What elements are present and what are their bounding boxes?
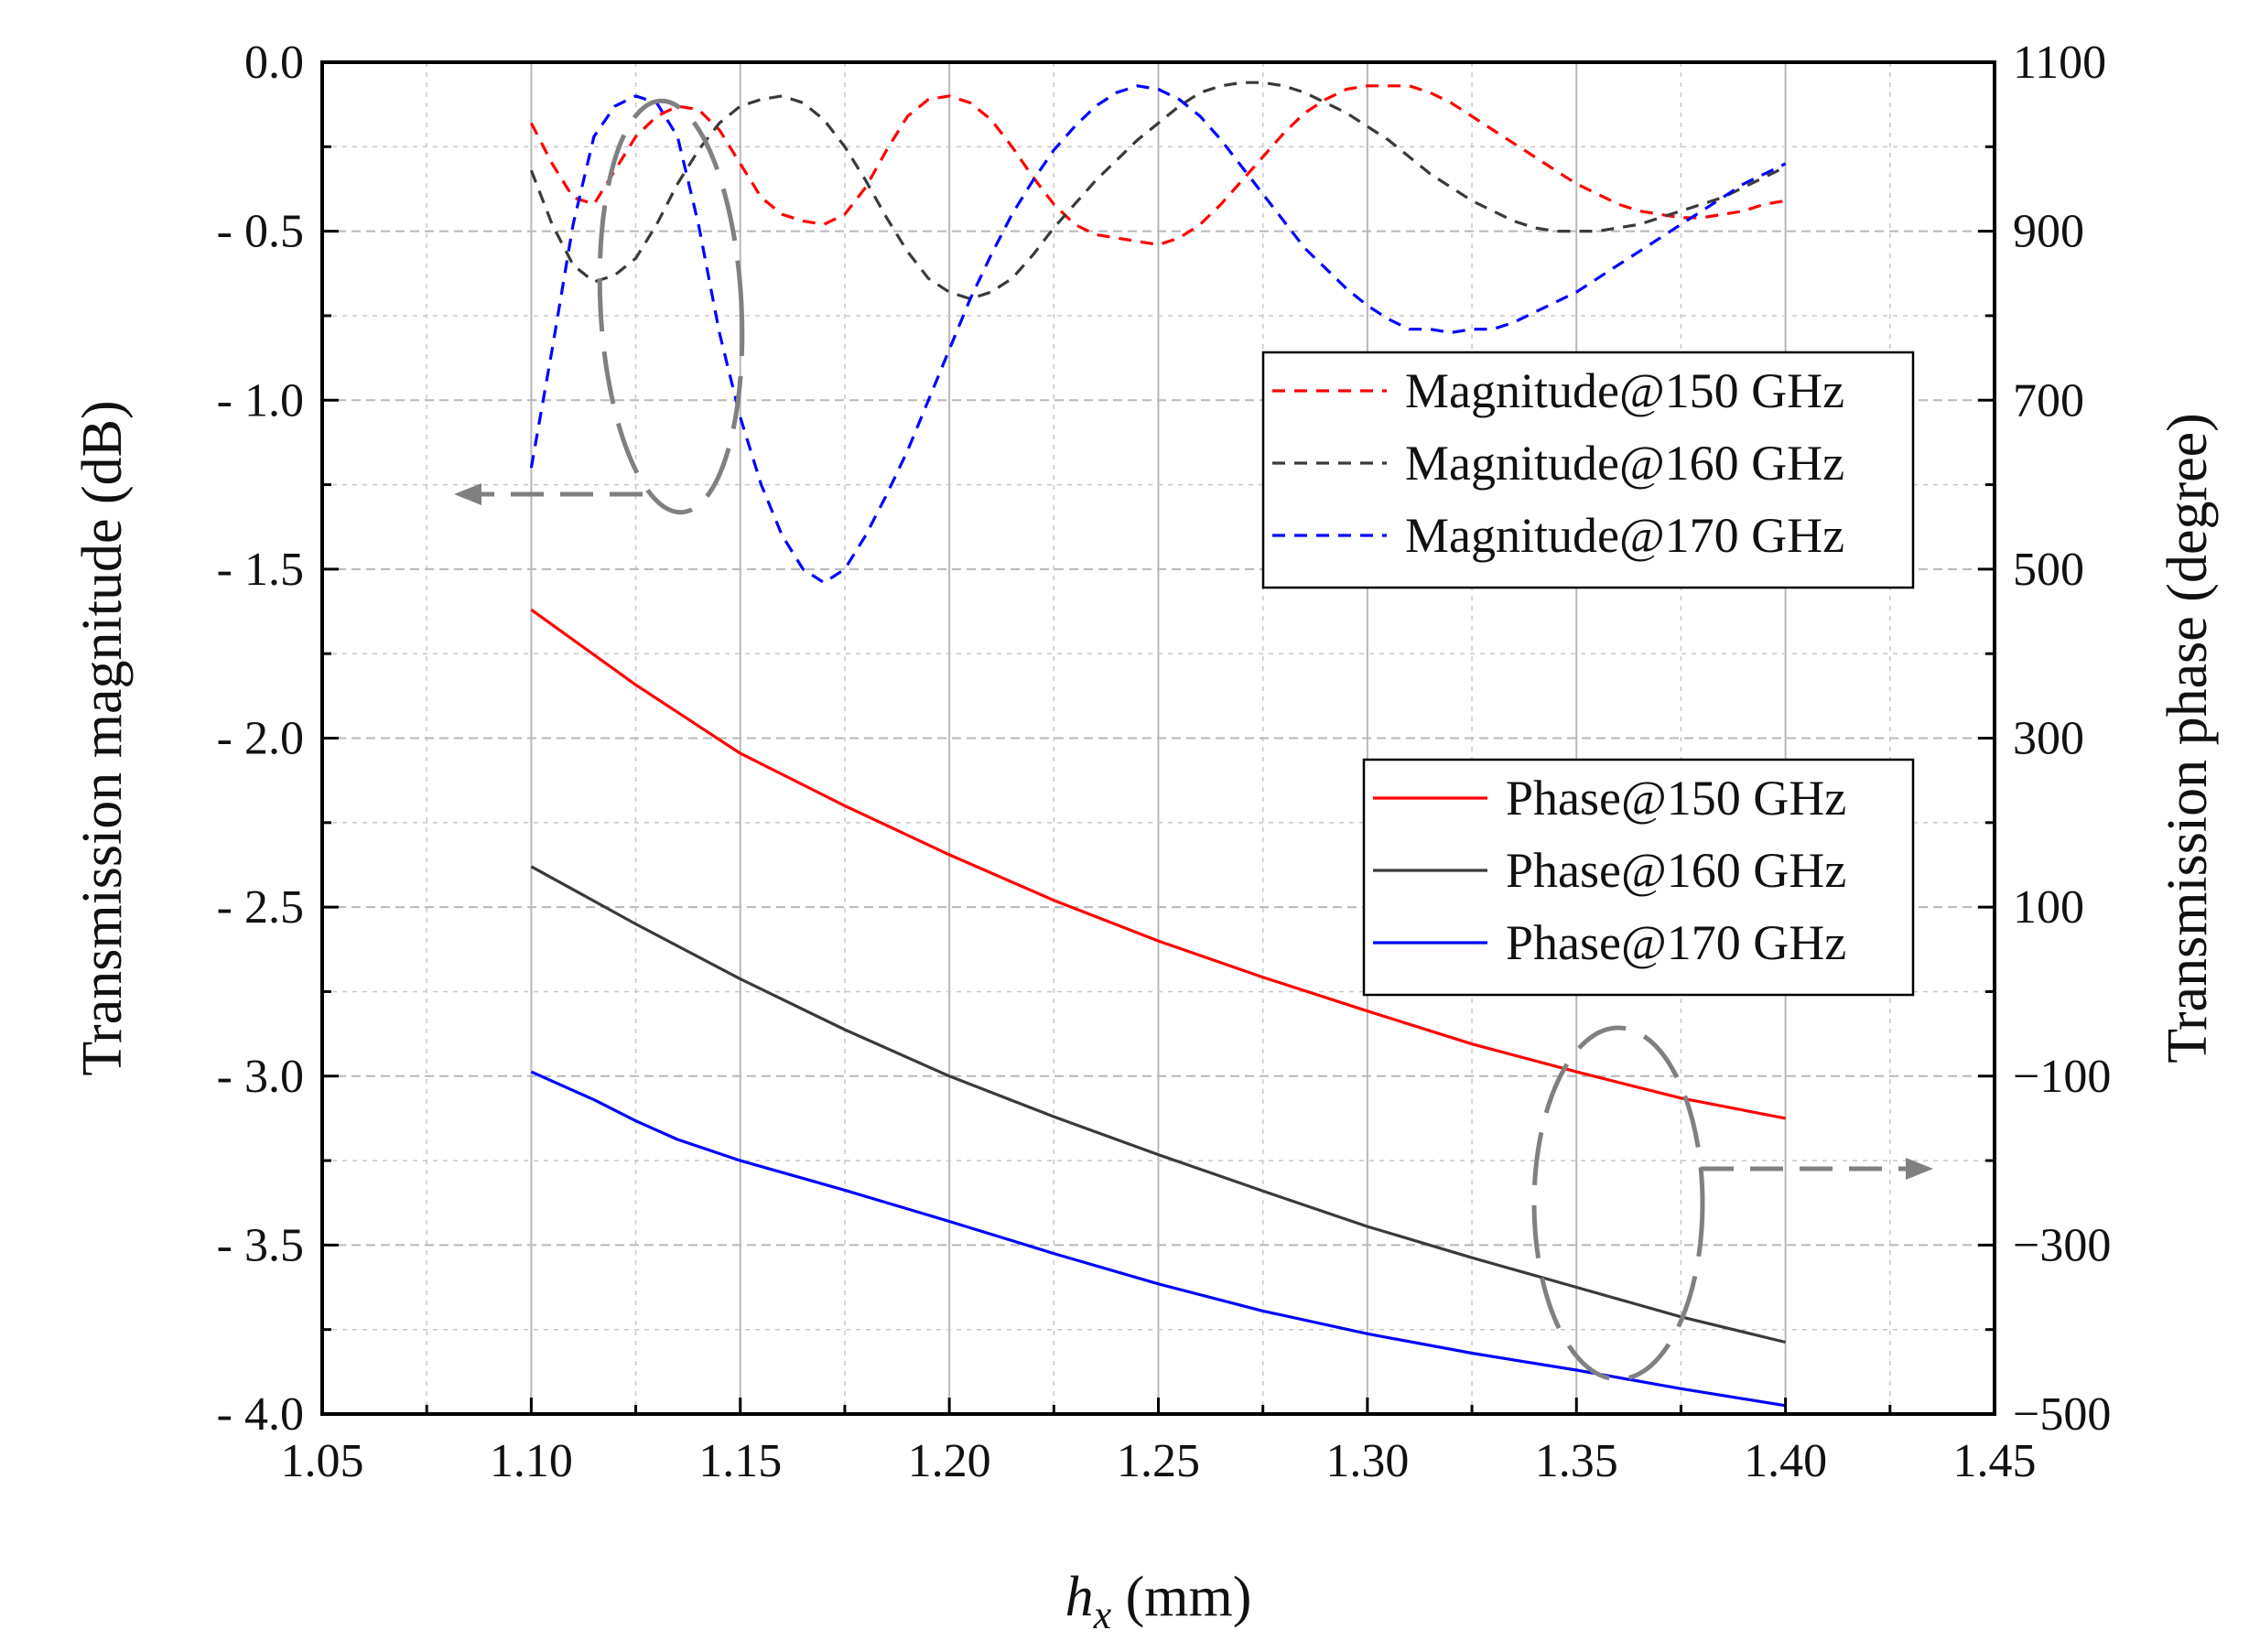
phase-legend-label: Phase@160 GHz: [1506, 843, 1846, 898]
x-tick-label: 1.35: [1535, 1435, 1618, 1487]
x-axis-subscript: x: [1093, 1593, 1112, 1637]
x-tick-label: 1.45: [1953, 1435, 2037, 1487]
annotations: [454, 98, 1933, 1382]
y-right-tick-label: 300: [2013, 713, 2084, 765]
magnitude-legend-label: Magnitude@150 GHz: [1405, 363, 1844, 418]
y-left-tick-label: - 2.5: [217, 881, 304, 934]
magnitude-legend-label: Magnitude@170 GHz: [1405, 508, 1844, 563]
y-left-tick-label: - 4.0: [217, 1388, 304, 1441]
y-right-tick-label: 1100: [2013, 37, 2106, 89]
x-tick-label: 1.40: [1744, 1435, 1827, 1487]
right-axis-ellipse: [1531, 1025, 1705, 1382]
y-right-tick-label: −500: [2013, 1388, 2111, 1441]
y-left-tick-label: - 1.0: [217, 374, 304, 426]
x-tick-label: 1.15: [698, 1435, 782, 1487]
y-left-tick-label: - 1.5: [217, 544, 304, 596]
legend-magnitude: Magnitude@150 GHz Magnitude@160 GHz Magnit…: [1261, 351, 1915, 589]
y-right-tick-label: −100: [2013, 1051, 2111, 1103]
y-right-axis-title: Transmission phase (degree): [2157, 413, 2219, 1064]
legend-phase: Phase@150 GHz Phase@160 GHz Phase@170 GHz: [1362, 758, 1915, 997]
x-axis-title: hx (mm): [1065, 1566, 1252, 1637]
x-axis-variable: h: [1065, 1566, 1094, 1628]
y-left-tick-label: - 2.0: [217, 713, 304, 765]
y-right-tick-label: 900: [2013, 206, 2084, 258]
y-right-tick-label: −300: [2013, 1219, 2111, 1271]
right-arrow-head-icon: [1906, 1158, 1933, 1180]
x-axis-unit: (mm): [1111, 1566, 1251, 1628]
x-tick-label: 1.25: [1117, 1435, 1200, 1487]
x-tick-label: 1.10: [490, 1435, 573, 1487]
left-arrow-head-icon: [454, 483, 481, 505]
y-right-tick-label: 500: [2013, 544, 2084, 596]
y-left-tick-label: - 3.0: [217, 1051, 304, 1103]
series-group: [529, 81, 1787, 1408]
y-right-tick-label: 700: [2013, 374, 2084, 426]
y-left-tick-label: - 3.5: [217, 1219, 304, 1271]
y-left-axis-title: Transmission magnitude (dB): [71, 400, 134, 1075]
phase-legend-label: Phase@170 GHz: [1506, 915, 1846, 970]
y-left-tick-label: - 0.5: [217, 206, 304, 258]
x-tick-label: 1.05: [281, 1435, 364, 1487]
phase-legend-label: Phase@150 GHz: [1506, 771, 1846, 826]
y-right-tick-label: 100: [2013, 881, 2084, 934]
ticks: 1.05 1.10 1.15 1.20 1.25 1.30 1.35 1.40 1.45 0.0 -…: [217, 37, 2112, 1487]
x-tick-label: 1.20: [908, 1435, 991, 1487]
x-tick-label: 1.30: [1325, 1435, 1409, 1487]
left-axis-ellipse: [597, 98, 745, 515]
magnitude-legend-label: Magnitude@160 GHz: [1405, 436, 1844, 491]
y-left-tick-label: 0.0: [244, 37, 304, 89]
